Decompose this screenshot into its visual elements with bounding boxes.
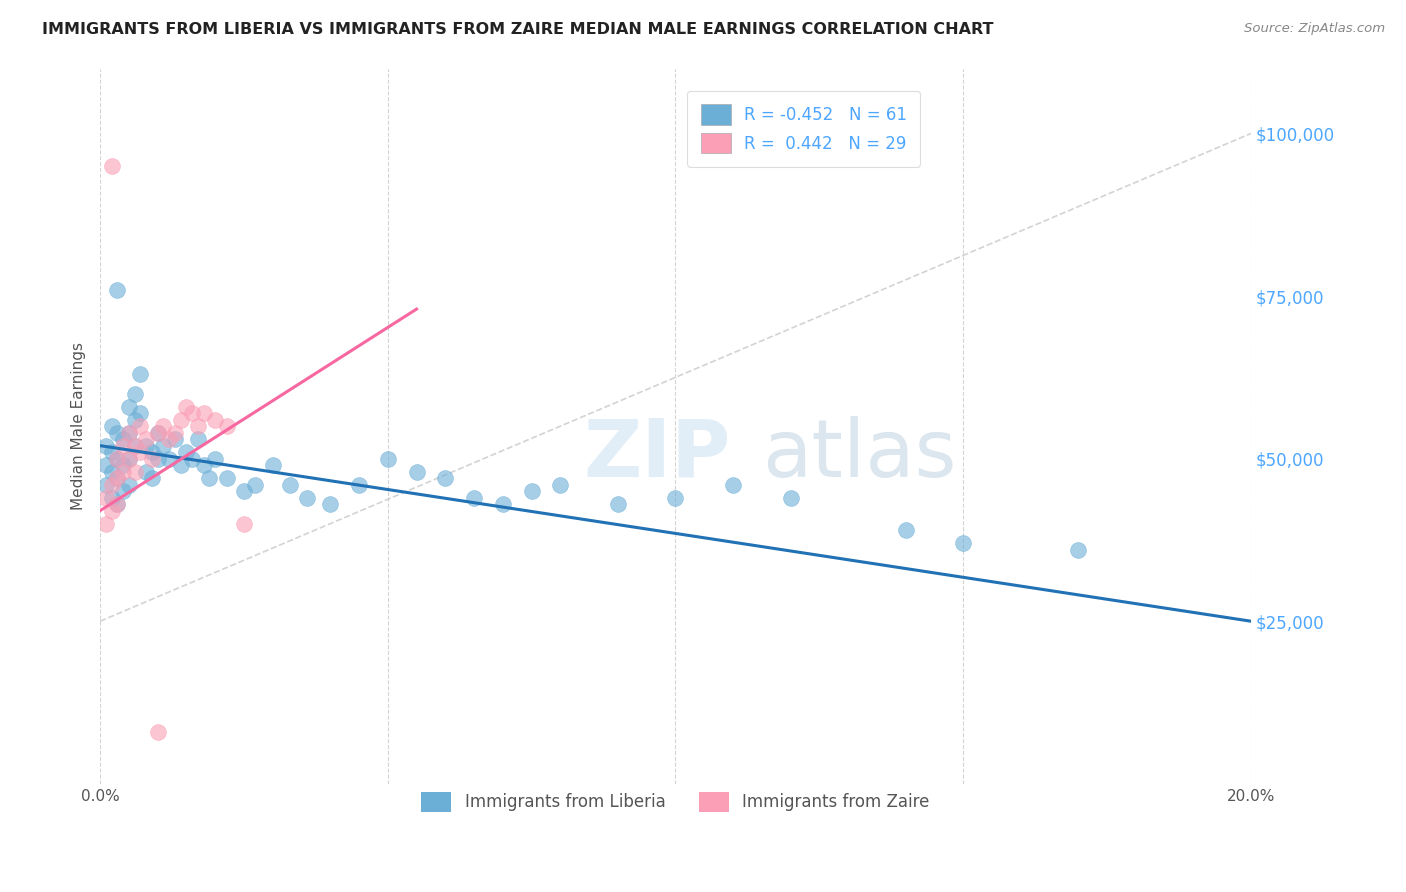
Point — [129, 406, 152, 420]
Point — [347, 477, 370, 491]
Point — [664, 491, 686, 505]
Point — [112, 439, 135, 453]
Point — [105, 451, 128, 466]
Point — [124, 439, 146, 453]
Point — [181, 451, 204, 466]
Point — [146, 425, 169, 440]
Point — [157, 432, 180, 446]
Point — [215, 471, 238, 485]
Point — [187, 432, 209, 446]
Point — [233, 484, 256, 499]
Point — [146, 425, 169, 440]
Point — [118, 400, 141, 414]
Point — [141, 451, 163, 466]
Point — [105, 471, 128, 485]
Point — [100, 491, 122, 505]
Point — [100, 445, 122, 459]
Point — [204, 451, 226, 466]
Point — [1067, 542, 1090, 557]
Point — [129, 419, 152, 434]
Point — [520, 484, 543, 499]
Point — [94, 439, 117, 453]
Point — [105, 283, 128, 297]
Point — [105, 497, 128, 511]
Point — [152, 439, 174, 453]
Text: Source: ZipAtlas.com: Source: ZipAtlas.com — [1244, 22, 1385, 36]
Point — [94, 477, 117, 491]
Point — [118, 425, 141, 440]
Point — [952, 536, 974, 550]
Point — [215, 419, 238, 434]
Point — [163, 432, 186, 446]
Point — [100, 465, 122, 479]
Point — [129, 367, 152, 381]
Point — [181, 406, 204, 420]
Point — [146, 724, 169, 739]
Point — [100, 159, 122, 173]
Point — [204, 412, 226, 426]
Point — [319, 497, 342, 511]
Point — [176, 400, 198, 414]
Point — [100, 477, 122, 491]
Point — [550, 477, 572, 491]
Point — [112, 432, 135, 446]
Point — [100, 419, 122, 434]
Point — [193, 458, 215, 472]
Point — [94, 458, 117, 472]
Point — [124, 386, 146, 401]
Point — [105, 497, 128, 511]
Point — [146, 451, 169, 466]
Text: ZIP: ZIP — [583, 416, 731, 494]
Text: IMMIGRANTS FROM LIBERIA VS IMMIGRANTS FROM ZAIRE MEDIAN MALE EARNINGS CORRELATIO: IMMIGRANTS FROM LIBERIA VS IMMIGRANTS FR… — [42, 22, 994, 37]
Point — [112, 465, 135, 479]
Point — [152, 419, 174, 434]
Point — [492, 497, 515, 511]
Point — [176, 445, 198, 459]
Point — [118, 425, 141, 440]
Point — [135, 439, 157, 453]
Point — [779, 491, 801, 505]
Point — [278, 477, 301, 491]
Point — [721, 477, 744, 491]
Point — [233, 516, 256, 531]
Point — [198, 471, 221, 485]
Point — [157, 451, 180, 466]
Point — [118, 451, 141, 466]
Point — [124, 439, 146, 453]
Point — [187, 419, 209, 434]
Point — [193, 406, 215, 420]
Point — [170, 412, 193, 426]
Point — [141, 445, 163, 459]
Point — [606, 497, 628, 511]
Point — [141, 471, 163, 485]
Point — [112, 458, 135, 472]
Point — [112, 484, 135, 499]
Point — [118, 477, 141, 491]
Text: atlas: atlas — [762, 416, 956, 494]
Point — [105, 471, 128, 485]
Point — [118, 451, 141, 466]
Point — [262, 458, 284, 472]
Legend: Immigrants from Liberia, Immigrants from Zaire: Immigrants from Liberia, Immigrants from… — [408, 779, 943, 825]
Y-axis label: Median Male Earnings: Median Male Earnings — [72, 343, 86, 510]
Point — [129, 445, 152, 459]
Point — [124, 412, 146, 426]
Point — [245, 477, 267, 491]
Point — [124, 465, 146, 479]
Point — [434, 471, 457, 485]
Point — [105, 451, 128, 466]
Point — [170, 458, 193, 472]
Point — [135, 465, 157, 479]
Point — [94, 516, 117, 531]
Point — [135, 432, 157, 446]
Point — [377, 451, 399, 466]
Point — [94, 491, 117, 505]
Point — [894, 523, 917, 537]
Point — [297, 491, 319, 505]
Point — [405, 465, 427, 479]
Point — [163, 425, 186, 440]
Point — [105, 425, 128, 440]
Point — [100, 503, 122, 517]
Point — [463, 491, 485, 505]
